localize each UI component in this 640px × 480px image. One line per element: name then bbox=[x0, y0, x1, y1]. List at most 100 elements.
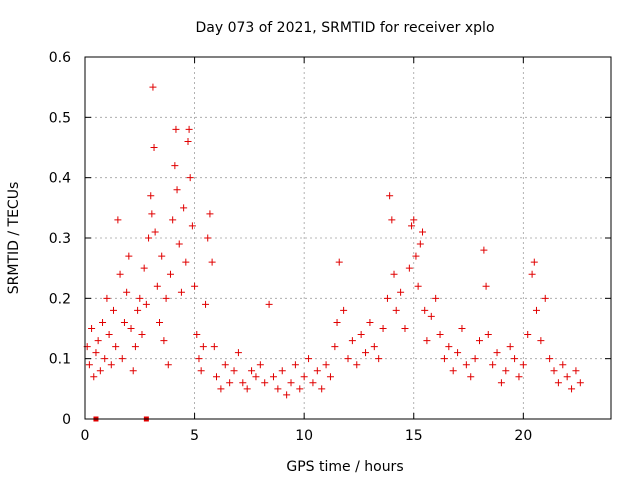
data-point bbox=[210, 343, 218, 351]
data-point bbox=[423, 337, 431, 345]
data-point bbox=[515, 373, 523, 381]
data-point bbox=[204, 234, 212, 242]
data-point bbox=[150, 144, 158, 151]
data-point bbox=[390, 270, 398, 278]
data-point bbox=[188, 222, 196, 230]
data-point bbox=[125, 252, 133, 260]
data-point bbox=[454, 349, 462, 357]
data-point bbox=[344, 355, 352, 363]
data-point bbox=[576, 379, 584, 387]
data-point bbox=[148, 210, 156, 218]
data-point bbox=[269, 373, 277, 381]
data-point bbox=[532, 306, 540, 314]
data-point bbox=[348, 337, 356, 345]
data-point bbox=[559, 361, 567, 369]
data-point bbox=[467, 373, 475, 381]
data-point bbox=[217, 385, 225, 393]
data-point bbox=[96, 367, 104, 375]
x-tick-label: 0 bbox=[81, 428, 90, 444]
data-point bbox=[482, 282, 490, 290]
data-point bbox=[193, 331, 201, 339]
data-point bbox=[449, 367, 457, 375]
data-point bbox=[177, 288, 185, 296]
data-point bbox=[331, 343, 339, 351]
data-point bbox=[405, 264, 413, 272]
data-point bbox=[90, 373, 98, 381]
grid-layer bbox=[85, 57, 611, 419]
data-point bbox=[287, 379, 295, 387]
data-point bbox=[313, 367, 321, 375]
data-point bbox=[114, 216, 122, 224]
tick-layer: 0 0.1 0.2 0.3 0.4 0.5 0.6 0 5 10 15 20 bbox=[49, 50, 611, 444]
data-point bbox=[427, 312, 435, 320]
data-point bbox=[153, 282, 161, 290]
data-point bbox=[88, 325, 96, 332]
data-point bbox=[530, 258, 538, 266]
data-point bbox=[230, 367, 238, 375]
data-point bbox=[92, 349, 100, 357]
data-point bbox=[99, 318, 107, 326]
data-point bbox=[160, 337, 168, 345]
y-tick-label: 0.3 bbox=[49, 231, 71, 247]
y-tick-label: 0.1 bbox=[49, 352, 71, 368]
x-tick-label: 20 bbox=[514, 428, 532, 444]
data-point bbox=[195, 355, 203, 363]
x-tick-label: 10 bbox=[295, 428, 313, 444]
data-point bbox=[519, 361, 527, 369]
data-point bbox=[309, 379, 317, 387]
data-point bbox=[357, 331, 365, 339]
data-point bbox=[134, 306, 142, 314]
data-point bbox=[572, 367, 580, 375]
x-axis-label: GPS time / hours bbox=[286, 459, 403, 475]
y-tick-label: 0 bbox=[62, 412, 71, 428]
data-point bbox=[239, 379, 247, 387]
data-point bbox=[166, 270, 174, 278]
data-point bbox=[158, 252, 166, 260]
data-point bbox=[528, 270, 536, 278]
data-point bbox=[175, 240, 183, 248]
y-tick-label: 0.5 bbox=[49, 110, 71, 126]
data-point bbox=[261, 379, 269, 387]
data-point bbox=[326, 373, 334, 381]
data-point bbox=[221, 361, 229, 369]
data-point bbox=[362, 349, 370, 357]
data-point bbox=[511, 355, 519, 363]
data-point bbox=[353, 361, 361, 369]
data-point bbox=[440, 355, 448, 363]
data-point bbox=[138, 331, 146, 339]
data-point bbox=[107, 361, 115, 369]
data-point bbox=[480, 246, 488, 254]
data-point bbox=[458, 325, 466, 332]
data-point bbox=[182, 258, 190, 266]
data-point bbox=[432, 294, 440, 302]
data-point bbox=[484, 331, 492, 339]
data-point bbox=[386, 192, 394, 200]
data-point bbox=[333, 318, 341, 326]
data-point bbox=[202, 300, 210, 308]
data-point bbox=[142, 300, 150, 308]
data-points-layer bbox=[83, 83, 584, 422]
data-point bbox=[127, 325, 135, 332]
y-axis-label: SRMTID / TECUs bbox=[6, 182, 22, 295]
data-point bbox=[291, 361, 299, 369]
data-point bbox=[392, 306, 400, 314]
y-tick-label: 0.4 bbox=[49, 171, 71, 187]
data-point bbox=[388, 216, 396, 224]
data-point bbox=[265, 300, 273, 308]
data-point bbox=[563, 373, 571, 381]
x-tick-label: 15 bbox=[405, 428, 423, 444]
data-point bbox=[185, 125, 193, 133]
data-point bbox=[186, 174, 194, 182]
data-point bbox=[140, 264, 148, 272]
data-point bbox=[283, 391, 291, 399]
data-point bbox=[471, 355, 479, 363]
data-point bbox=[191, 282, 199, 290]
data-point bbox=[462, 361, 470, 369]
data-point bbox=[94, 337, 102, 345]
data-point bbox=[335, 258, 343, 266]
data-point bbox=[173, 186, 181, 194]
data-point bbox=[199, 343, 207, 351]
data-point bbox=[123, 288, 131, 296]
